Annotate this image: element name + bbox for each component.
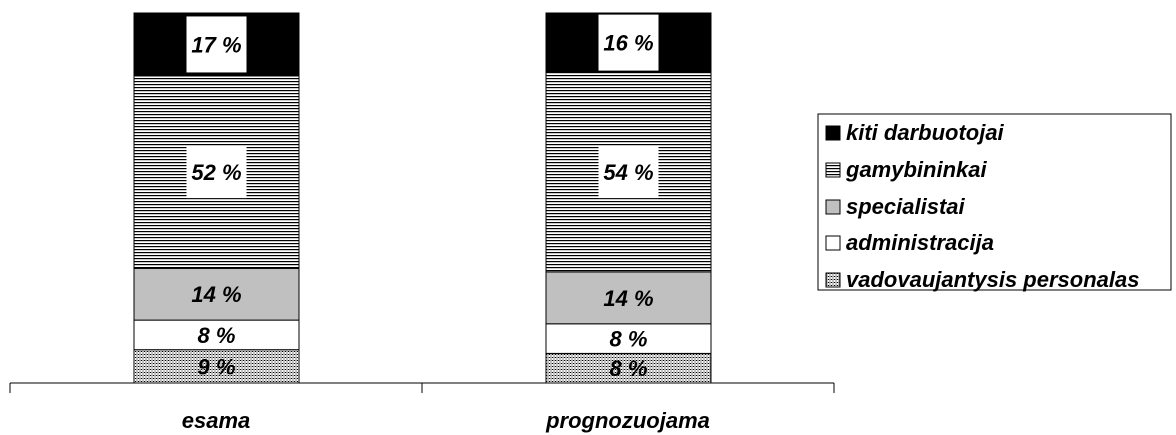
bar-segment-esama-administracija <box>133 319 300 351</box>
legend-label-kiti-darbuotojai: kiti darbuotojai <box>846 120 1005 145</box>
data-label-prognozuojama-specialistai: 14 % <box>603 286 653 311</box>
data-label-box <box>598 146 659 199</box>
bars-layer: 9 % 8 % 14 % 52 % 17 % 8 % 8 % 14 % 54 % 16 % <box>133 12 712 384</box>
data-label-esama-gamybininkai: 52 % <box>191 160 241 185</box>
data-label-box <box>186 146 247 199</box>
x-tick-label-esama: esama <box>182 408 251 433</box>
legend-frame <box>817 113 1172 291</box>
legend-label-gamybininkai: gamybininkai <box>845 157 987 182</box>
data-label-prognozuojama-vadovaujantysis-personalas: 8 % <box>610 356 648 381</box>
bar-segment-esama-vadovaujantysis-personalas <box>133 349 300 384</box>
legend-label-vadovaujantysis-personalas: vadovaujantysis personalas <box>846 267 1139 292</box>
data-label-box <box>186 16 247 73</box>
data-label-esama-specialistai: 14 % <box>191 282 241 307</box>
bar-segment-prognozuojama-administracija <box>545 323 712 354</box>
data-label-esama-vadovaujantysis-personalas: 9 % <box>198 354 236 379</box>
x-axis: esama prognozuojama <box>9 382 835 433</box>
bar-segment-prognozuojama-specialistai <box>545 271 712 325</box>
legend-label-administracija: administracija <box>846 230 994 255</box>
legend-swatch-gamybininkai <box>825 162 841 178</box>
data-label-prognozuojama-kiti-darbuotojai: 16 % <box>603 31 653 56</box>
data-label-esama-administracija: 8 % <box>198 323 236 348</box>
legend: kiti darbuotojai gamybininkai specialistai… <box>817 113 1172 292</box>
legend-swatch-vadovaujantysis-personalas <box>825 272 841 288</box>
data-label-esama-kiti-darbuotojai: 17 % <box>191 32 241 57</box>
legend-swatch-kiti-darbuotojai <box>825 125 841 141</box>
x-tick-label-prognozuojama: prognozuojama <box>545 408 710 433</box>
data-label-prognozuojama-gamybininkai: 54 % <box>603 160 653 185</box>
bar-segment-prognozuojama-vadovaujantysis-personalas <box>545 352 712 384</box>
legend-label-specialistai: specialistai <box>846 194 966 219</box>
data-label-prognozuojama-administracija: 8 % <box>610 327 648 352</box>
legend-swatch-specialistai <box>825 199 841 215</box>
data-label-box <box>598 14 659 71</box>
legend-swatch-administracija <box>825 235 841 251</box>
